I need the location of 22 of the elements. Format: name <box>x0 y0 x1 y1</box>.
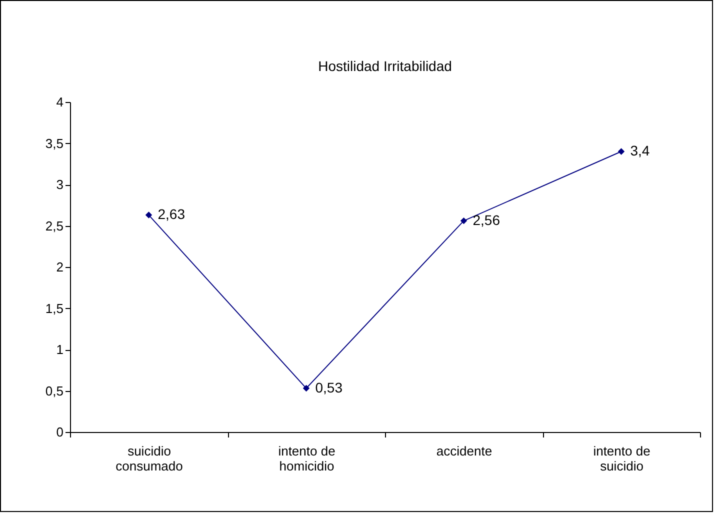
y-tick-label: 0 <box>56 424 64 440</box>
x-tick-label: intento de homicidio <box>278 444 336 474</box>
data-label: 2,56 <box>472 212 500 228</box>
y-tick-label: 3 <box>56 177 64 192</box>
data-label: 2,63 <box>158 206 186 222</box>
y-tick-label: 3,5 <box>45 136 64 151</box>
x-tick-label: accidente <box>436 444 492 458</box>
point <box>302 384 310 392</box>
point <box>460 217 468 224</box>
x-tick-label: suicidio consumado <box>116 444 183 474</box>
data-label: 0,53 <box>315 379 343 396</box>
x-tick-label: intento de suicidio <box>593 444 650 474</box>
point <box>618 148 625 155</box>
y-tick-label: 4 <box>56 94 64 110</box>
y-tick-label: 1 <box>56 342 64 357</box>
y-tick-label: 1,5 <box>45 300 64 316</box>
data-label: 3,4 <box>630 142 650 158</box>
chart-title: Hostilidad Irritabilidad <box>318 58 452 74</box>
point <box>145 212 152 218</box>
y-tick-label: 2 <box>56 260 64 274</box>
y-tick-label: 0,5 <box>45 383 64 398</box>
y-tick-label: 2,5 <box>45 218 64 234</box>
